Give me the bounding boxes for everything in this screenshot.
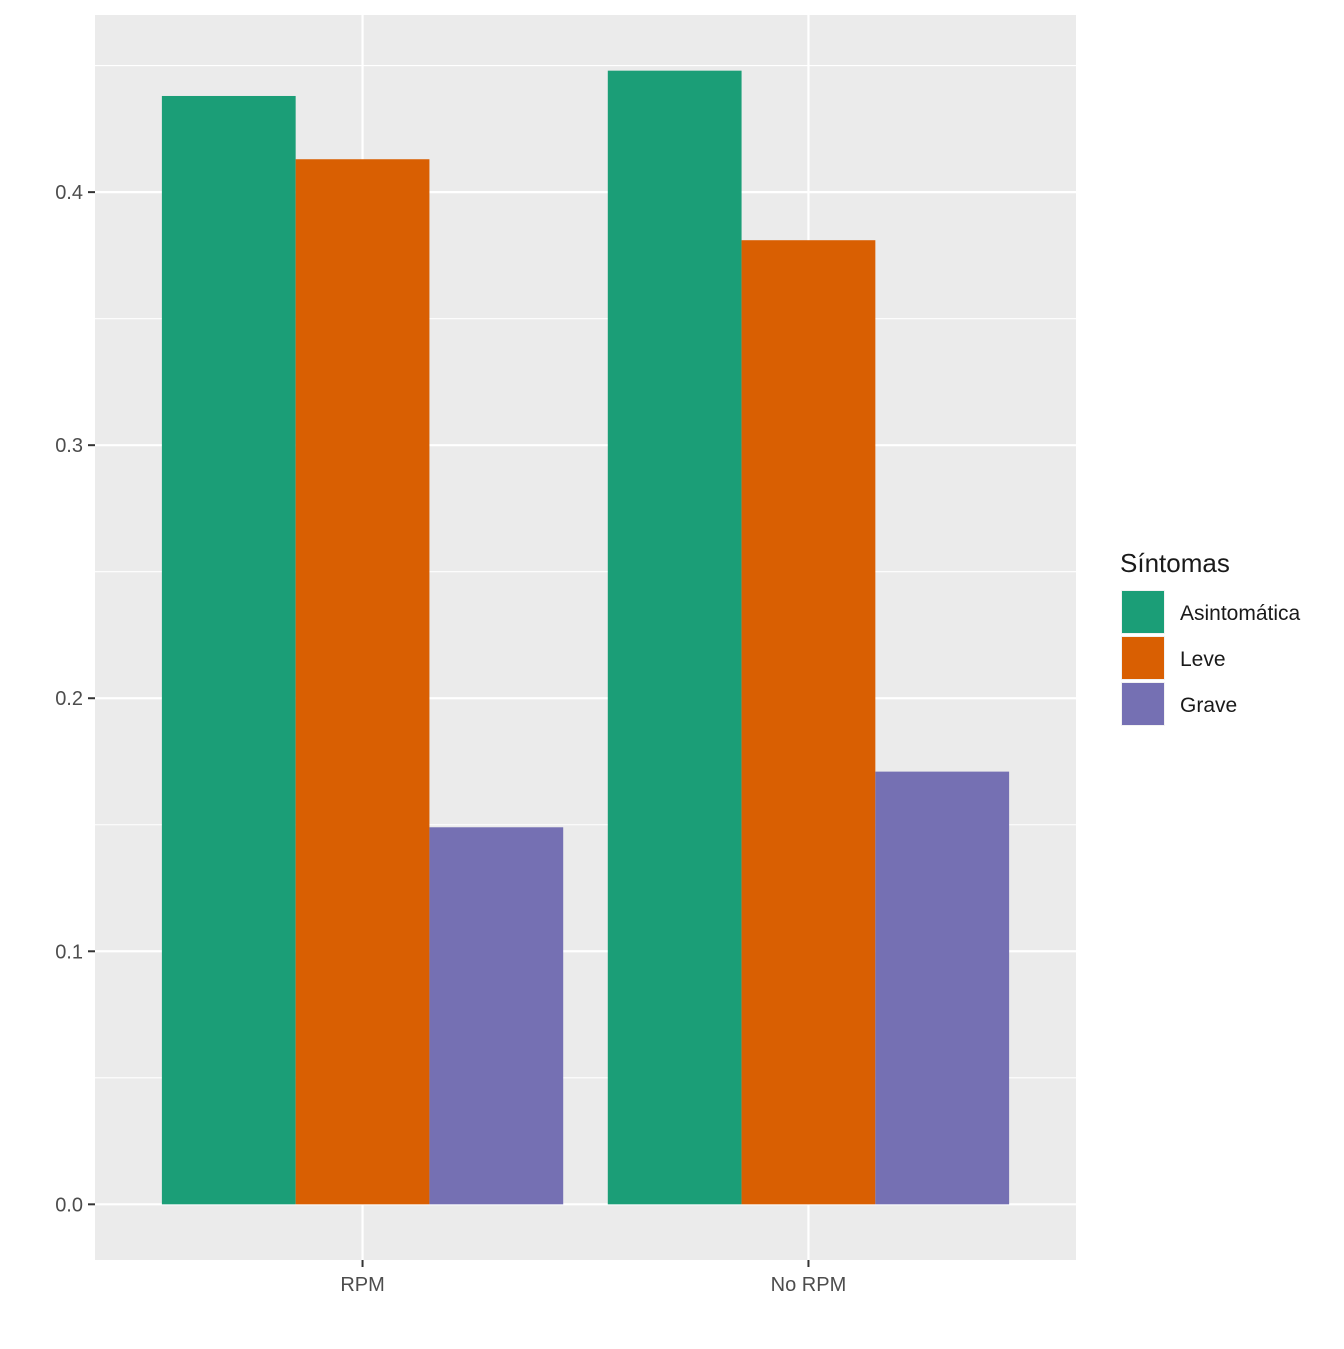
- y-tick-label: 0.2: [55, 688, 83, 710]
- bar: [607, 70, 742, 1205]
- y-axis: 0.0 0.1 0.2 0.3 0.4: [55, 182, 95, 1216]
- legend-label: Leve: [1180, 648, 1226, 671]
- bar: [161, 95, 296, 1205]
- legend-label: Grave: [1180, 694, 1237, 717]
- legend: Síntomas Asintomática Leve Grave: [1120, 548, 1301, 726]
- legend-label: Asintomática: [1180, 602, 1301, 625]
- bar: [429, 827, 564, 1205]
- bars: [161, 70, 1010, 1205]
- x-tick-label: No RPM: [771, 1274, 847, 1296]
- legend-title: Síntomas: [1120, 548, 1230, 578]
- y-tick-label: 0.4: [55, 182, 83, 204]
- x-tick-label: RPM: [340, 1274, 384, 1296]
- bar: [295, 159, 430, 1205]
- y-tick-label: 0.0: [55, 1194, 83, 1216]
- legend-swatch: [1122, 637, 1164, 679]
- bar: [741, 240, 876, 1205]
- bar: [875, 771, 1010, 1205]
- legend-swatch: [1122, 683, 1164, 725]
- legend-swatch: [1122, 591, 1164, 633]
- y-tick-label: 0.1: [55, 941, 83, 963]
- x-axis: RPM No RPM: [340, 1260, 846, 1296]
- y-tick-label: 0.3: [55, 435, 83, 457]
